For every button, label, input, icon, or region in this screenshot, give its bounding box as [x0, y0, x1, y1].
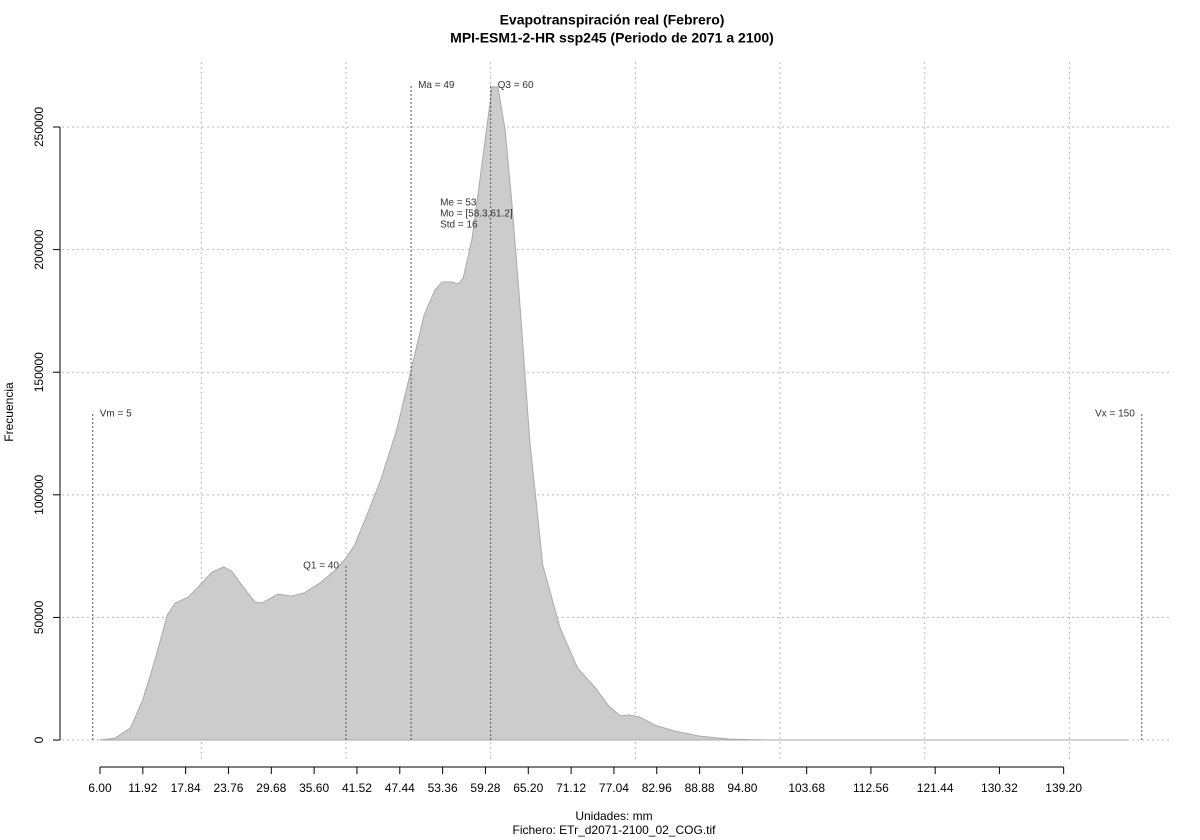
stat-text: Mo = [58.3,61.2]: [440, 209, 513, 220]
x-tick-label: 47.44: [385, 781, 415, 795]
x-tick-label: 121.44: [917, 781, 954, 795]
y-tick-label: 0: [32, 736, 46, 743]
x-tick-label: 41.52: [342, 781, 372, 795]
stat-text: Std = 16: [440, 220, 478, 231]
x-tick-label: 94.80: [727, 781, 757, 795]
x-tick-label: 139.20: [1045, 781, 1082, 795]
x-tick-label: 65.20: [513, 781, 543, 795]
x-tick-label: 6.00: [88, 781, 112, 795]
x-tick-label: 71.12: [556, 781, 586, 795]
y-tick-label: 50000: [32, 600, 46, 634]
x-tick-label: 17.84: [171, 781, 201, 795]
x-tick-label: 23.76: [213, 781, 243, 795]
footer: Fichero: ETr_d2071-2100_02_COG.tif: [513, 823, 717, 837]
x-tick-label: 112.56: [853, 781, 889, 795]
x-tick-label: 82.96: [642, 781, 672, 795]
y-axis-label: Frecuencia: [2, 382, 16, 442]
stat-label: Vx = 150: [1095, 409, 1135, 420]
y-tick-label: 200000: [32, 229, 46, 269]
x-tick-label: 59.28: [470, 781, 500, 795]
x-tick-label: 29.68: [256, 781, 286, 795]
stat-label: Vm = 5: [100, 409, 132, 420]
x-tick-label: 88.88: [685, 781, 715, 795]
chart-title: Evapotranspiración real (Febrero): [500, 12, 725, 28]
x-tick-label: 77.04: [599, 781, 629, 795]
y-tick-label: 250000: [32, 107, 46, 147]
stat-text: Me = 53: [440, 198, 477, 209]
x-axis-label: Unidades: mm: [575, 809, 652, 823]
stat-label: Ma = 49: [418, 80, 455, 91]
stat-label: Q3 = 60: [498, 80, 534, 91]
density-area: [99, 86, 1128, 741]
y-tick-label: 150000: [32, 352, 46, 392]
x-tick-label: 11.92: [128, 781, 157, 795]
stat-label: Q1 = 40: [303, 561, 339, 572]
x-tick-label: 103.68: [788, 781, 825, 795]
x-tick-label: 130.32: [981, 781, 1018, 795]
y-tick-label: 100000: [32, 474, 46, 514]
chart-subtitle: MPI-ESM1-2-HR ssp245 (Periodo de 2071 a …: [450, 30, 774, 46]
x-tick-label: 53.36: [428, 781, 458, 795]
x-tick-label: 35.60: [299, 781, 329, 795]
